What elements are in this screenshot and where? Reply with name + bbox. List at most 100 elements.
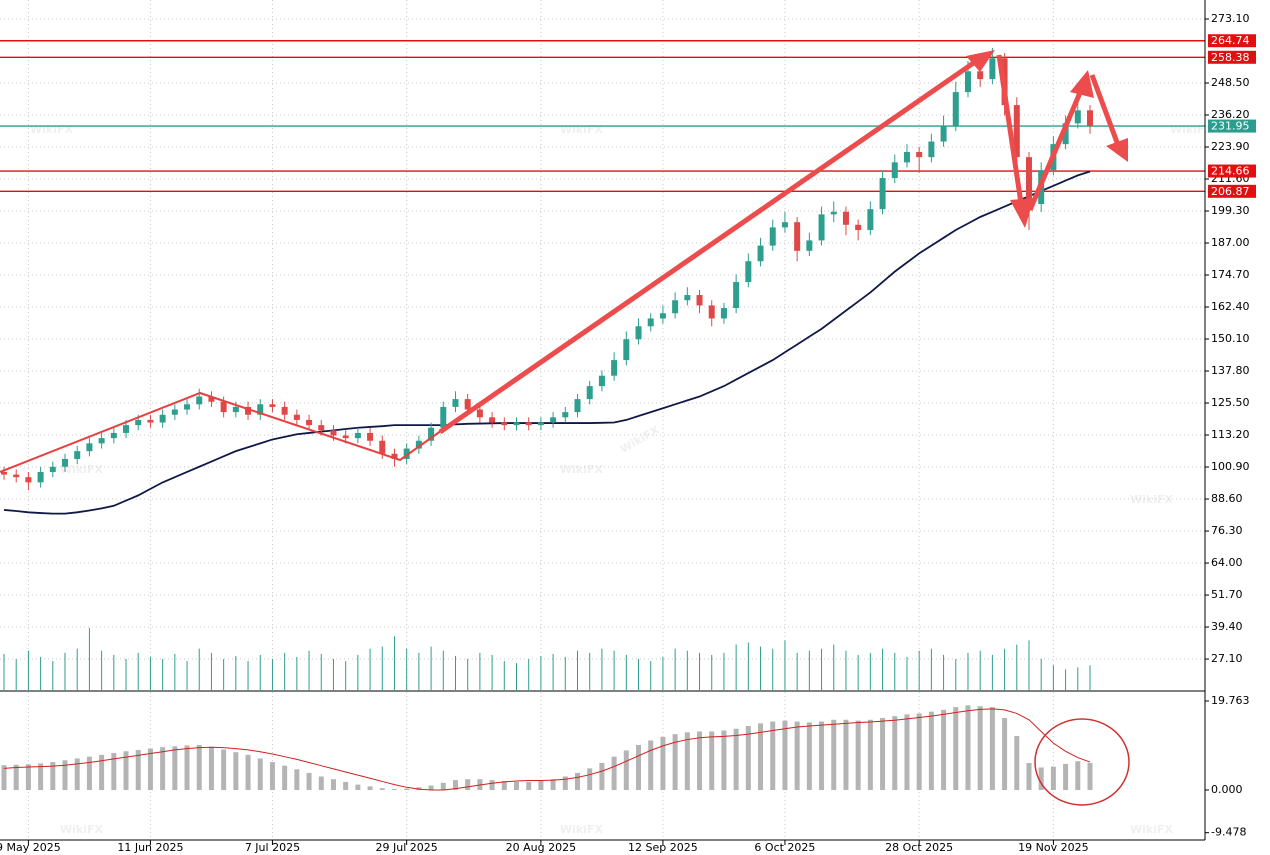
macd-bar (989, 707, 995, 791)
price-level-label-box (1208, 50, 1256, 64)
candle-body (257, 404, 264, 415)
candle-body (98, 438, 105, 444)
candle-body (818, 214, 825, 241)
macd-bar (330, 779, 336, 791)
macd-bar (806, 722, 812, 791)
macd-bar (135, 749, 141, 791)
macd-bar (294, 769, 300, 791)
arrow-head (966, 50, 995, 72)
macd-bar (269, 762, 275, 791)
macd-bar (733, 728, 739, 791)
candle-body (489, 417, 496, 423)
y-tick-label: 150.10 (1211, 332, 1250, 345)
macd-bar (623, 750, 629, 791)
price-level-label: 264.74 (1211, 34, 1250, 47)
candle-body (379, 440, 386, 454)
candle-body (708, 305, 715, 319)
candle-body (318, 425, 325, 431)
macd-bar (648, 740, 654, 791)
price-level-label-box (1208, 34, 1256, 48)
y-tick-label: 39.40 (1211, 620, 1243, 633)
macd-bar (587, 768, 593, 791)
candle-body (964, 71, 971, 93)
macd-bar (99, 754, 105, 791)
macd-bar (953, 707, 959, 791)
x-tick-label: 28 Oct 2025 (885, 841, 953, 854)
candle-body (464, 399, 471, 410)
moving-average (3, 170, 1091, 515)
trend-line (0, 391, 446, 473)
y-tick-label: 64.00 (1211, 556, 1243, 569)
price-level-label: 258.38 (1211, 51, 1250, 64)
y-tick-label: 199.30 (1211, 204, 1250, 217)
candle-body (208, 396, 215, 402)
candle-body (684, 295, 691, 301)
candle-body (281, 406, 288, 415)
y-tick-label: 88.60 (1211, 492, 1243, 505)
candle-body (794, 222, 801, 251)
trend-arrow (438, 52, 987, 435)
macd-bar (1075, 761, 1081, 791)
candle-body (635, 326, 642, 340)
macd-bar (440, 782, 446, 791)
macd-bar (916, 713, 922, 791)
macd-bar (1002, 717, 1008, 791)
candle-body (37, 471, 44, 483)
macd-bar (831, 719, 837, 791)
macd-bar (697, 731, 703, 791)
candle-body (1087, 110, 1093, 126)
macd-bar (855, 720, 861, 791)
macd-bar (1063, 763, 1069, 791)
macd-bar (721, 730, 727, 791)
candle-body (159, 414, 166, 423)
x-tick-label: 19 Nov 2025 (1018, 841, 1088, 854)
x-tick-label: 7 Jul 2025 (245, 841, 300, 854)
y-tick-label: 0.000 (1211, 783, 1243, 796)
macd-bar (123, 751, 129, 791)
x-tick-label: 20 Aug 2025 (506, 841, 576, 854)
macd-bar (526, 781, 532, 791)
watermarks: WikiFX WikiFX WikiFX WikiFX WikiFX WikiFX Wiki… (30, 123, 1214, 836)
macd-bar (1014, 735, 1020, 791)
candle-body (171, 409, 178, 415)
candle-body (86, 443, 93, 452)
candle-body (330, 430, 337, 436)
macd-bar (1050, 766, 1056, 791)
candle-body (745, 261, 752, 283)
price-level-label: 206.87 (1211, 185, 1250, 198)
macd-bar (892, 716, 898, 791)
macd-bar (367, 786, 373, 791)
y-tick-label: 51.70 (1211, 588, 1243, 601)
candle-body (672, 300, 679, 314)
macd-bar (62, 760, 68, 791)
candle-body (476, 409, 483, 418)
candle-body (428, 427, 435, 441)
watermark: WikiFX (560, 463, 604, 476)
watermark: WikiFX (60, 823, 104, 836)
price-level-label-box (1208, 184, 1256, 198)
macd-bar (404, 788, 410, 791)
macd-bar (782, 720, 788, 791)
candle-body (403, 448, 410, 459)
macd-bar (660, 736, 666, 791)
macd-bar (867, 719, 873, 791)
candle-body (574, 399, 581, 413)
macd-bar (13, 764, 19, 791)
macd-bar (196, 744, 202, 791)
y-tick-label: 76.30 (1211, 524, 1243, 537)
watermark: WikiFX (1130, 493, 1174, 506)
macd-bar (184, 745, 190, 791)
candle-body (830, 211, 837, 215)
candle-body (110, 432, 117, 439)
y-tick-label: 236.20 (1211, 108, 1250, 121)
macd-bar (160, 747, 166, 791)
macd-bar (758, 723, 764, 791)
macd-bar (928, 711, 934, 791)
macd-bar (245, 754, 251, 791)
watermark: WikiFX (560, 123, 604, 136)
candle-body (440, 406, 447, 428)
y-tick-label: 187.00 (1211, 236, 1250, 249)
macd-bar (684, 732, 690, 791)
macd-bar (501, 780, 507, 791)
